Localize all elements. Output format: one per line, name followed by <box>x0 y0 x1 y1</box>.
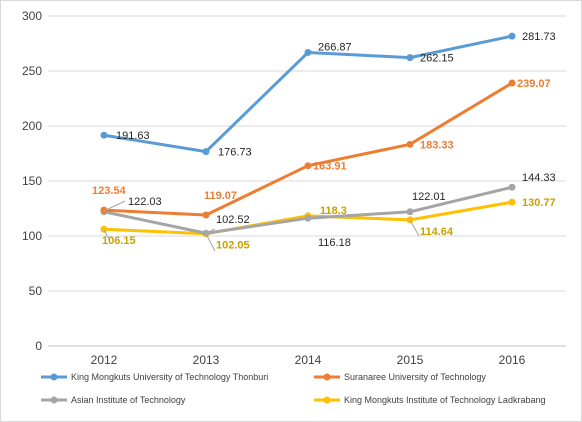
y-tick-label: 100 <box>22 229 42 243</box>
x-tick-label: 2013 <box>193 353 220 367</box>
legend-swatch-marker <box>50 396 58 404</box>
y-tick-label: 50 <box>29 284 43 298</box>
data-point <box>304 214 312 222</box>
legend-entry: Asian Institute of Technology <box>71 395 186 405</box>
data-label: 119.07 <box>204 190 237 202</box>
legend-entry: King Mongkuts Institute of Technology La… <box>344 395 545 405</box>
y-tick-label: 150 <box>22 174 42 188</box>
data-point <box>508 183 516 191</box>
data-point <box>100 225 108 233</box>
axes: 0 50 100 150 200 250 300 2012 2013 2014 2015 2016 <box>22 9 566 367</box>
data-label: 191.63 <box>116 130 150 142</box>
data-label: 123.54 <box>92 185 127 197</box>
data-point <box>100 206 108 214</box>
data-point <box>508 198 516 206</box>
leader-line <box>205 228 216 234</box>
data-label: 114.64 <box>420 226 454 238</box>
data-point <box>508 79 516 87</box>
gridlines <box>48 15 566 292</box>
legend-entry: Suranaree University of Technology <box>344 372 486 382</box>
data-label: 239.07 <box>517 78 551 90</box>
y-tick-label: 200 <box>22 119 42 133</box>
data-label: 118.3 <box>320 205 347 217</box>
legend: King Mongkuts University of Technology T… <box>41 372 545 405</box>
data-point <box>406 140 414 148</box>
series-lines <box>100 32 516 238</box>
data-label: 122.01 <box>412 191 446 203</box>
legend-entry: King Mongkuts University of Technology T… <box>71 372 268 382</box>
leader-line <box>103 229 111 242</box>
y-tick-label: 0 <box>35 339 42 353</box>
legend-swatch-marker <box>323 373 331 381</box>
x-tick-label: 2015 <box>397 353 424 367</box>
y-tick-label: 300 <box>22 9 42 23</box>
data-point <box>406 54 414 62</box>
data-label: 130.77 <box>522 197 556 209</box>
data-label: 266.87 <box>318 41 352 53</box>
legend-swatch-marker <box>50 373 58 381</box>
leader-line <box>103 200 126 212</box>
data-label: 176.73 <box>218 147 252 159</box>
data-label: 262.15 <box>420 53 454 65</box>
data-label: 102.52 <box>216 214 250 226</box>
data-point <box>406 208 414 216</box>
data-label: 106.15 <box>102 235 136 247</box>
data-point <box>202 229 210 237</box>
x-tick-label: 2014 <box>295 353 322 367</box>
data-label: 144.33 <box>522 172 556 184</box>
data-point <box>100 131 108 139</box>
data-label: 281.73 <box>522 31 556 43</box>
legend-swatch-marker <box>323 396 331 404</box>
data-point <box>508 32 516 40</box>
leader-line <box>409 219 420 237</box>
data-label: 183.33 <box>420 139 454 151</box>
data-point <box>304 162 312 170</box>
data-labels: 191.63 176.73 266.87 262.15 281.73 123.54 119.… <box>92 31 556 252</box>
data-point <box>304 48 312 56</box>
data-label: 122.03 <box>128 196 162 208</box>
data-label: 163.91 <box>313 161 347 173</box>
x-tick-label: 2016 <box>499 353 526 367</box>
data-label: 116.18 <box>318 237 351 249</box>
data-point <box>406 216 414 224</box>
data-label: 102.05 <box>216 240 250 252</box>
x-tick-label: 2012 <box>91 353 118 367</box>
data-point <box>202 211 210 219</box>
leader-line <box>205 233 216 252</box>
y-tick-label: 250 <box>22 64 42 78</box>
data-point <box>202 148 210 156</box>
